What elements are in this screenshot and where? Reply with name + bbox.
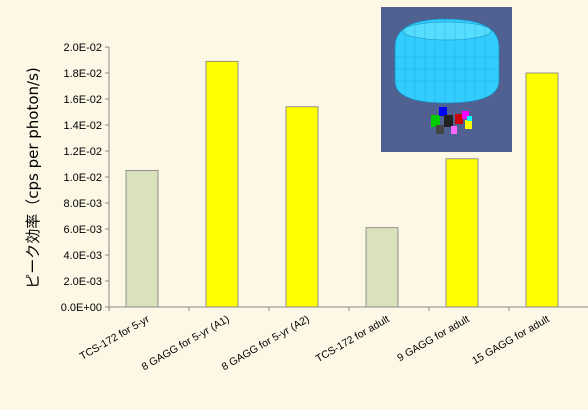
crystal-block [451, 126, 457, 134]
y-axis: 0.0E+00 2.0E-03 4.0E-03 6.0E-03 8.0E-03 1.0E-… [61, 42, 109, 314]
crystal-block [455, 114, 463, 124]
detector-3d-icon [394, 18, 500, 134]
y-tick-label: 2.0E-02 [63, 42, 102, 54]
y-tick-label: 1.4E-02 [63, 120, 102, 132]
crystal-block [436, 125, 444, 134]
detector-model-image [381, 7, 512, 152]
crystal-block [462, 111, 469, 119]
detector-dome-top [402, 21, 492, 41]
crystal-block [465, 120, 472, 129]
x-category-label: 8 GAGG for 5-yr (A2) [220, 313, 312, 373]
x-axis: TCS-172 for 5-yr8 GAGG for 5-yr (A1)8 GA… [78, 307, 552, 373]
y-tick-label: 1.2E-02 [63, 146, 102, 158]
crystal-block [444, 115, 453, 127]
x-category-label: 15 GAGG for adult [470, 313, 551, 367]
crystal-block [439, 107, 447, 116]
bar [205, 60, 239, 308]
x-category-label: 9 GAGG for adult [395, 313, 471, 364]
y-tick-label: 6.0E-03 [63, 224, 102, 236]
bar [525, 72, 559, 308]
bar [125, 170, 159, 308]
y-axis-title: ピーク効率（cps per photon/s) [24, 67, 42, 289]
x-category-label: TCS-172 for 5-yr [78, 313, 152, 363]
y-tick-label: 1.0E-02 [63, 172, 102, 184]
bar [445, 158, 479, 308]
y-tick-label: 2.0E-03 [63, 276, 102, 288]
y-tick-label: 1.6E-02 [63, 94, 102, 106]
x-category-label: 8 GAGG for 5-yr (A1) [140, 313, 232, 373]
y-tick-label: 8.0E-03 [63, 198, 102, 210]
bar [365, 227, 399, 308]
bar [285, 106, 319, 308]
y-tick-label: 4.0E-03 [63, 250, 102, 262]
bar-series [125, 60, 559, 308]
crystal-block [431, 115, 440, 127]
y-tick-label: 1.8E-02 [63, 68, 102, 80]
crystal-block [467, 116, 472, 121]
x-category-label: TCS-172 for adult [314, 313, 392, 365]
dome-mesh [395, 19, 499, 103]
y-tick-label: 0.0E+00 [61, 302, 102, 314]
